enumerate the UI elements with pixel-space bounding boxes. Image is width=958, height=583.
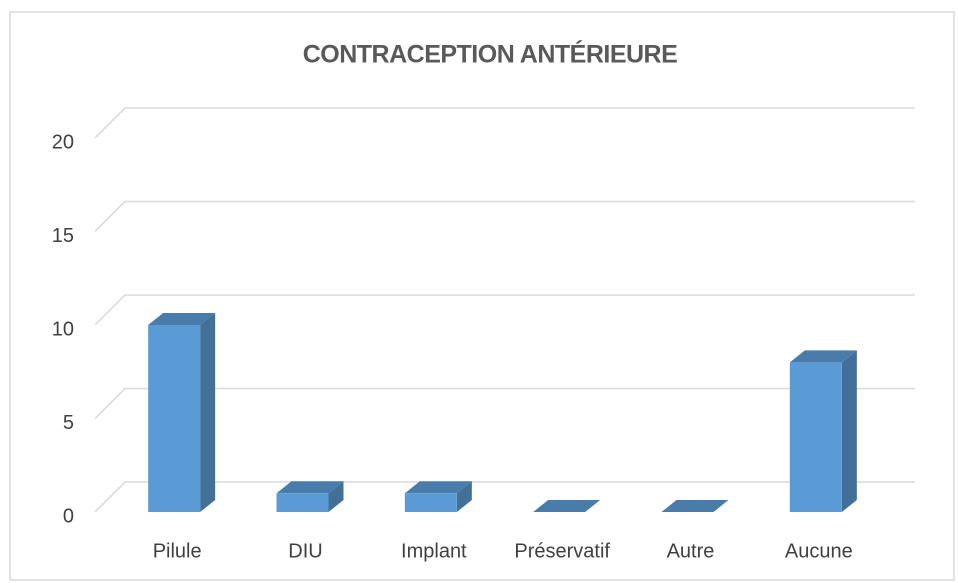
y-tick-label: 15 — [52, 225, 74, 247]
bar-side — [200, 313, 216, 512]
y-tick-label: 5 — [63, 412, 74, 434]
grid-line — [94, 481, 915, 513]
bar-top — [276, 481, 344, 494]
y-tick-label: 10 — [52, 318, 74, 340]
bar — [404, 493, 457, 512]
bar — [276, 493, 329, 512]
x-tick-label: Pilule — [153, 540, 202, 562]
x-tick-label: Autre — [667, 540, 715, 562]
x-tick-label: Aucune — [785, 540, 853, 562]
bar — [148, 325, 201, 512]
bar-top — [661, 500, 729, 512]
bar-side — [456, 481, 472, 512]
bar-top — [533, 500, 601, 512]
x-tick-label: Implant — [401, 540, 467, 562]
x-tick-label: Préservatif — [514, 540, 610, 562]
bar — [789, 362, 842, 512]
bar-top — [148, 313, 216, 325]
grid-line — [94, 294, 915, 326]
grid-line — [94, 387, 915, 420]
y-tick-label: 20 — [52, 131, 74, 153]
x-tick-label: DIU — [288, 540, 322, 562]
bar-top — [789, 350, 857, 363]
chart-title: CONTRACEPTION ANTÉRIEURE — [303, 40, 678, 69]
bar-side — [841, 350, 857, 512]
grid-line — [94, 200, 915, 233]
bar-side — [328, 481, 344, 512]
y-tick-label: 0 — [63, 505, 74, 527]
grid-line — [94, 107, 915, 139]
bar-top — [404, 481, 472, 494]
